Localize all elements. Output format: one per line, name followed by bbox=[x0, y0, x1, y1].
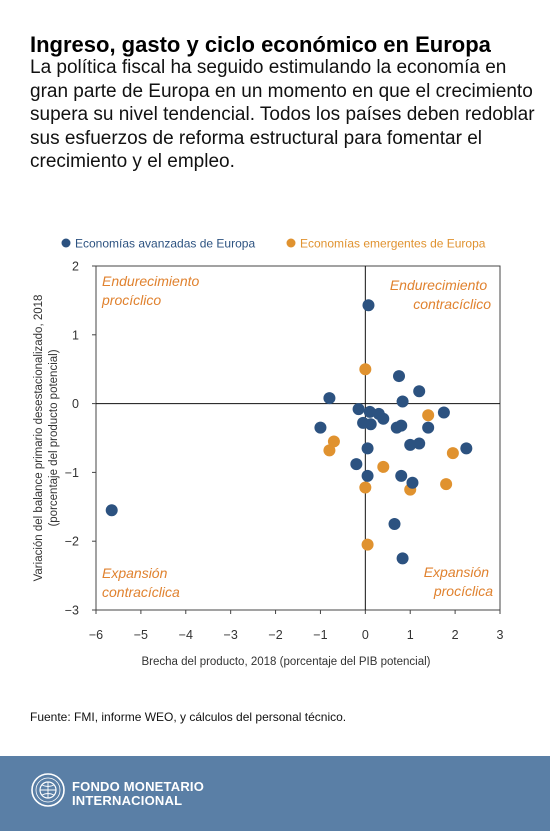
emerging-economy-point bbox=[361, 538, 374, 551]
advanced-economy-point bbox=[352, 403, 365, 416]
emerging-economy-point bbox=[323, 444, 336, 457]
data-points bbox=[105, 299, 473, 565]
chart-subtitle: La política fiscal ha seguido estimuland… bbox=[30, 57, 535, 172]
emerging-economy-point bbox=[327, 435, 340, 448]
advanced-economy-point bbox=[395, 469, 408, 482]
quadrant-label-top-left-line1: Endurecimiento bbox=[102, 273, 199, 289]
advanced-economy-point bbox=[323, 392, 336, 405]
scatter-chart: Economías avanzadas de Europa Economías … bbox=[33, 237, 504, 669]
y-axis-label-line2: (porcentaje del producto potencial) bbox=[48, 349, 60, 526]
chart-title: Ingreso, gasto y ciclo económico en Euro… bbox=[30, 32, 491, 57]
quadrant-label-bottom-left: Expansión contracíclica bbox=[102, 565, 180, 600]
legend: Economías avanzadas de Europa Economías … bbox=[61, 237, 486, 251]
advanced-economy-point bbox=[460, 442, 473, 455]
y-tick-label: −3 bbox=[65, 604, 79, 618]
advanced-economy-point bbox=[393, 370, 405, 383]
advanced-economy-point bbox=[363, 405, 376, 418]
advanced-economy-point bbox=[437, 406, 450, 419]
legend-marker-emerging bbox=[286, 238, 296, 248]
zero-lines bbox=[96, 266, 500, 610]
quadrant-labels: Endurecimiento procíclico Endurecimiento… bbox=[101, 273, 493, 600]
advanced-economy-point bbox=[395, 419, 408, 432]
x-tick-label: 1 bbox=[407, 628, 414, 642]
advanced-economy-point bbox=[364, 418, 377, 431]
y-axis-label: Variación del balance primario desestaci… bbox=[33, 295, 60, 582]
advanced-economy-point bbox=[361, 469, 374, 482]
emerging-economy-point bbox=[440, 478, 453, 491]
quadrant-label-bottom-right-line2: procíclica bbox=[433, 583, 493, 599]
footer-banner: FONDO MONETARIO INTERNACIONAL bbox=[0, 756, 550, 831]
advanced-economy-point bbox=[361, 442, 374, 455]
quadrant-label-bottom-right-line1: Expansión bbox=[424, 564, 490, 580]
y-tick-label: 2 bbox=[72, 260, 79, 274]
plot-area bbox=[95, 265, 501, 611]
advanced-economy-point bbox=[413, 437, 426, 450]
x-tick-label: −5 bbox=[134, 628, 148, 642]
y-tick-label: 0 bbox=[72, 397, 79, 411]
org-name-line1: FONDO MONETARIO bbox=[72, 779, 205, 794]
y-axis-label-line1: Variación del balance primario desestaci… bbox=[33, 295, 45, 582]
quadrant-label-top-left: Endurecimiento procíclico bbox=[101, 273, 203, 308]
legend-marker-advanced bbox=[61, 238, 71, 248]
quadrant-label-bottom-left-line1: Expansión bbox=[102, 565, 168, 581]
legend-label-advanced: Economías avanzadas de Europa bbox=[75, 237, 255, 251]
quadrant-label-top-right-line2: contracíclico bbox=[413, 296, 491, 312]
x-axis-label: Brecha del producto, 2018 (porcentaje de… bbox=[142, 656, 431, 668]
advanced-economy-point bbox=[404, 438, 417, 451]
x-tick-label: −2 bbox=[268, 628, 282, 642]
advanced-economy-point bbox=[413, 385, 426, 398]
emerging-economy-point bbox=[359, 363, 372, 376]
x-tick-label: 2 bbox=[452, 628, 459, 642]
x-tick-label: 0 bbox=[362, 628, 369, 642]
x-tick-label: 3 bbox=[497, 628, 504, 642]
source-note: Fuente: FMI, informe WEO, y cálculos del… bbox=[30, 710, 347, 724]
emerging-economy-point bbox=[377, 460, 390, 473]
y-axis-ticks: −3 −2 −1 0 1 2 bbox=[65, 260, 96, 618]
advanced-economy-point bbox=[396, 552, 409, 565]
emerging-economy-point bbox=[359, 481, 372, 494]
x-tick-label: −3 bbox=[224, 628, 238, 642]
y-tick-label: −2 bbox=[65, 535, 79, 549]
advanced-economy-point bbox=[388, 518, 401, 530]
advanced-economy-point bbox=[314, 421, 327, 434]
advanced-economy-point bbox=[362, 299, 375, 312]
x-tick-label: −6 bbox=[89, 628, 103, 642]
emerging-economy-point bbox=[446, 447, 459, 460]
quadrant-label-top-left-line2: procíclico bbox=[101, 292, 161, 308]
advanced-economy-point bbox=[350, 458, 363, 471]
org-name-line2: INTERNACIONAL bbox=[72, 793, 183, 808]
emerging-economy-point bbox=[422, 409, 435, 422]
advanced-economy-point bbox=[422, 421, 435, 434]
advanced-economy-point bbox=[396, 395, 409, 408]
quadrant-label-bottom-left-line2: contracíclica bbox=[102, 584, 180, 600]
quadrant-label-top-right-line1: Endurecimiento bbox=[390, 277, 487, 293]
quadrant-label-bottom-right: Expansión procíclica bbox=[424, 564, 493, 599]
advanced-economy-point bbox=[377, 412, 390, 425]
x-axis-ticks: −6 −5 −4 −3 −2 −1 0 1 2 3 bbox=[89, 610, 504, 642]
y-tick-label: −1 bbox=[65, 466, 79, 480]
advanced-economy-point bbox=[406, 476, 419, 489]
x-tick-label: −1 bbox=[313, 628, 327, 642]
org-name: FONDO MONETARIO INTERNACIONAL bbox=[72, 780, 272, 808]
advanced-economy-point bbox=[105, 504, 118, 517]
y-tick-label: 1 bbox=[72, 328, 79, 342]
x-tick-label: −4 bbox=[179, 628, 193, 642]
imf-seal-icon bbox=[31, 773, 65, 807]
quadrant-label-top-right: Endurecimiento contracíclico bbox=[390, 277, 491, 312]
legend-label-emerging: Economías emergentes de Europa bbox=[300, 237, 486, 251]
